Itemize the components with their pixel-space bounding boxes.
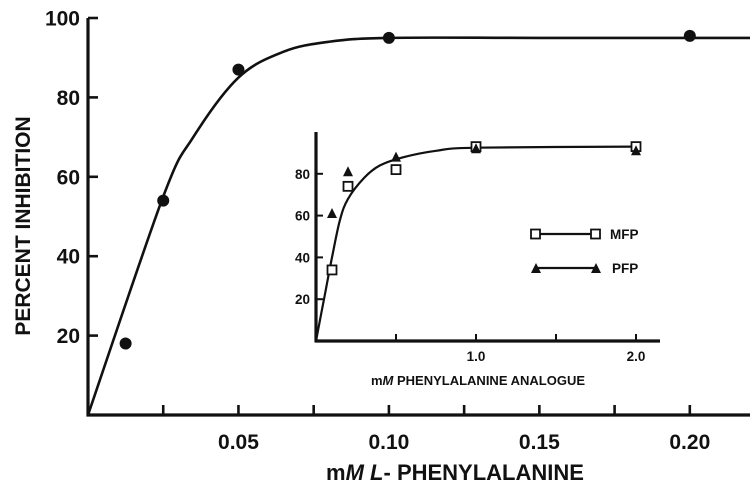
- main-fit-curve: [86, 36, 750, 416]
- inset-point-pfp: [391, 151, 401, 162]
- inset-fit-curve: [314, 145, 637, 342]
- main-x-tick-label: 0.10: [368, 431, 409, 454]
- inset-point-pfp: [327, 208, 337, 219]
- main-data-point: [119, 337, 132, 350]
- legend-entry-pfp: PFP: [531, 261, 638, 276]
- inset-y-tick-label: 60: [295, 209, 310, 224]
- main-x-tick-label: 0.15: [519, 431, 560, 454]
- legend-label-pfp: PFP: [612, 261, 638, 276]
- main-x-axis-title: mM L- PHENYLALANINE: [326, 460, 584, 485]
- inset-y-tick-label: 20: [295, 292, 310, 307]
- main-y-tick-label: 100: [45, 8, 80, 31]
- inset-x-tick-label: 2.0: [627, 349, 646, 364]
- main-y-axis-title: PERCENT INHIBITION: [12, 116, 35, 335]
- main-x-tick-label: 0.20: [669, 431, 710, 454]
- main-y-tick-label: 60: [57, 166, 80, 189]
- inset-point-pfp: [343, 166, 353, 177]
- inset-point-mfp: [342, 180, 354, 192]
- inset-x-axis-title: mM PHENYLALANINE ANALOGUE: [371, 373, 585, 388]
- legend-label-mfp: MFP: [610, 227, 639, 242]
- main-y-tick-label: 20: [57, 325, 80, 348]
- main-plot: 20 40 60 80 100 0.05 0.10 0.15 0.20: [45, 8, 750, 454]
- inset-point-mfp: [390, 164, 402, 176]
- main-x-tick-label: 0.05: [218, 431, 259, 454]
- main-data-point: [232, 63, 245, 76]
- inset-x-tick-label: 1.0: [467, 349, 486, 364]
- inset-legend: MFP PFP: [530, 227, 639, 276]
- inset-y-tick-label: 80: [295, 167, 310, 182]
- inset-y-tick-label: 40: [295, 250, 310, 265]
- inset-point-pfp: [471, 143, 481, 154]
- legend-marker-mfp: [530, 228, 541, 240]
- main-data-point: [683, 29, 696, 42]
- inset-plot: 20 40 60 80 1.0 2.0: [295, 132, 660, 364]
- legend-marker-mfp-end: [590, 228, 601, 240]
- inset-point-pfp: [631, 145, 641, 156]
- main-data-point: [382, 31, 395, 44]
- legend-entry-mfp: MFP: [530, 227, 639, 242]
- inset-point-mfp: [326, 264, 338, 276]
- main-data-point: [157, 194, 170, 207]
- legend-marker-pfp: [531, 263, 541, 273]
- legend-marker-pfp-end: [591, 263, 601, 273]
- main-y-tick-label: 40: [57, 246, 80, 269]
- main-y-tick-label: 80: [57, 87, 80, 110]
